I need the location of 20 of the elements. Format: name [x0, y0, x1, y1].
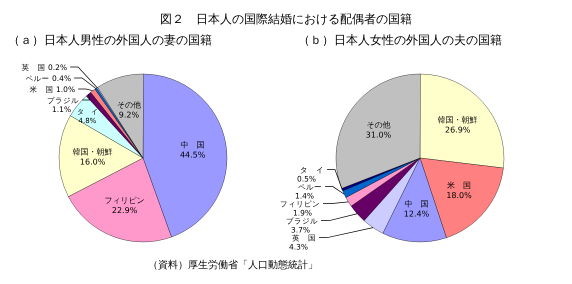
- slice-label: フィリピン: [104, 196, 145, 205]
- slice-label: 中 国: [180, 140, 205, 150]
- slice-label: 中 国: [404, 199, 429, 208]
- slice-label: 韓国・朝鮮: [72, 148, 113, 157]
- data-label: 18.0%: [446, 190, 472, 200]
- data-label: 16.0%: [80, 158, 106, 167]
- slice-label: その他: [116, 100, 141, 110]
- chart-subtitle: （ａ）日本人男性の外国人の妻の国籍: [8, 33, 212, 47]
- data-label: 31.0%: [366, 130, 392, 140]
- slice-label: 韓国・朝鮮: [438, 116, 478, 125]
- chart-subtitle: （ｂ）日本人女性の外国人の夫の国籍: [298, 33, 502, 47]
- data-label: 44.5%: [180, 150, 206, 160]
- data-label: 12.4%: [404, 209, 430, 218]
- data-label: 22.9%: [112, 206, 138, 215]
- data-label: 26.9%: [444, 126, 471, 135]
- data-label: 9.2%: [118, 110, 140, 120]
- text: 図２ 日本人の国際結婚における配偶者の国籍: [160, 12, 412, 26]
- slice-label: その他: [366, 120, 390, 130]
- text: （資料）厚生労働省「人口動態統計」: [148, 259, 318, 271]
- slice-label: 米 国: [447, 180, 472, 190]
